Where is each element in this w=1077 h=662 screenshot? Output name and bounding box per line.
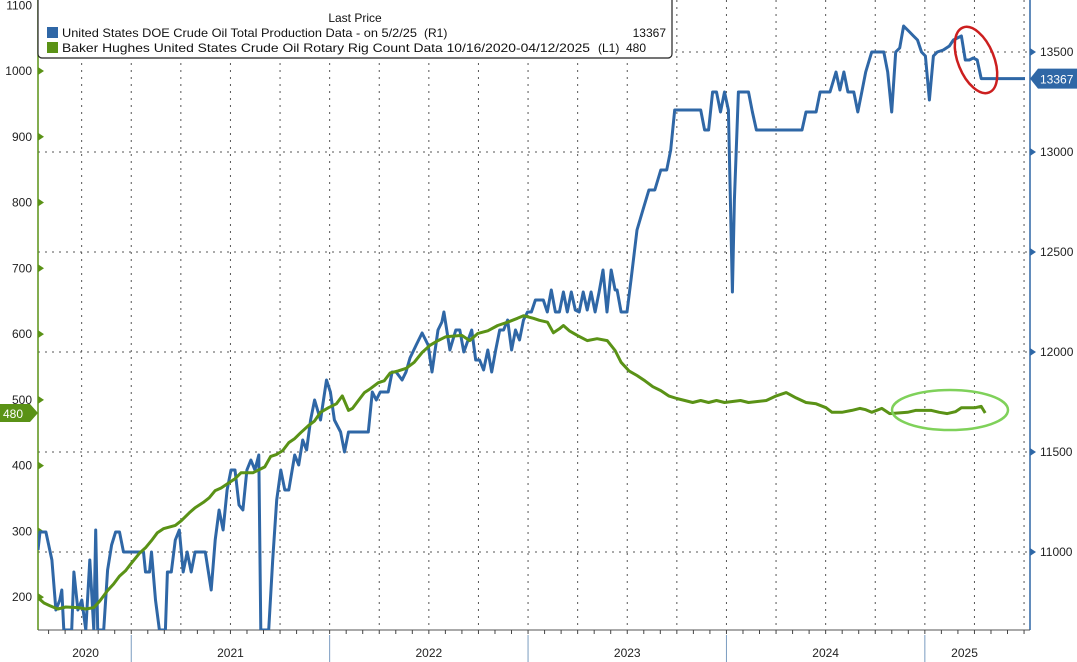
right-tick-label: 13000 <box>1040 145 1074 159</box>
x-tick-label: 2020 <box>72 646 99 660</box>
legend: Last Price United States DOE Crude Oil T… <box>37 0 673 59</box>
right-tick-label: 12000 <box>1040 345 1074 359</box>
legend-swatch-production <box>47 27 58 38</box>
left-tick-label: 200 <box>12 590 32 604</box>
series-line-rig-count <box>38 314 987 611</box>
x-tick-label: 2022 <box>415 646 442 660</box>
x-tick-label: 2024 <box>812 646 839 660</box>
right-tick-label: 11500 <box>1040 445 1073 459</box>
left-tick-marker <box>38 461 44 470</box>
x-tick-label: 2025 <box>951 646 978 660</box>
left-tick-label: 500 <box>12 393 32 407</box>
right-tick-marker <box>1030 548 1036 556</box>
left-tick-marker <box>38 132 44 141</box>
left-tick-label: 600 <box>12 327 32 341</box>
annotation-ellipse-red <box>953 25 999 95</box>
left-tick-label: 900 <box>12 130 32 144</box>
right-tick-marker <box>1030 348 1036 356</box>
annotations <box>890 25 1010 432</box>
x-tick-label: 2021 <box>217 646 244 660</box>
legend-tag-production: (R1) <box>424 26 447 40</box>
left-tick-marker <box>38 395 44 404</box>
right-last-value-text: 13367 <box>1040 73 1074 87</box>
left-tick-label: 800 <box>12 196 32 210</box>
axes: 2020 2021 2022 2023 2024 2025 200 300 400 500 600 7… <box>5 0 1074 662</box>
left-tick-label: 1000 <box>5 64 32 78</box>
left-tick-marker <box>38 67 44 76</box>
gridlines <box>38 0 1030 630</box>
left-last-value-text: 480 <box>3 407 23 421</box>
left-tick-marker <box>38 330 44 339</box>
legend-value-rig-count: 480 <box>626 41 646 55</box>
left-tick-label: 400 <box>12 459 32 473</box>
left-last-value-tag <box>0 403 38 422</box>
series-line-production <box>38 24 1025 630</box>
right-tick-marker <box>1030 48 1036 56</box>
right-tick-marker <box>1030 448 1036 456</box>
annotation-ellipse-green <box>890 388 1010 432</box>
left-tick-label: 700 <box>12 261 32 275</box>
right-last-value-tag <box>1030 68 1077 89</box>
series-layer <box>38 24 1025 630</box>
right-tick-marker <box>1030 148 1036 156</box>
last-value-tags: 480 13367 <box>0 68 1077 422</box>
legend-label-rig-count: Baker Hughes United States Crude Oil Rot… <box>62 41 590 55</box>
legend-value-production: 13367 <box>633 26 667 40</box>
left-tick-label: 300 <box>12 524 32 538</box>
left-tick-label: 1100 <box>6 0 32 12</box>
right-tick-label: 13500 <box>1040 45 1074 59</box>
legend-box <box>37 0 673 59</box>
x-tick-label: 2023 <box>614 646 641 660</box>
left-tick-marker <box>38 198 44 207</box>
legend-header: Last Price <box>328 11 382 25</box>
legend-label-production: United States DOE Crude Oil Total Produc… <box>62 26 417 40</box>
legend-tag-rig-count: (L1) <box>598 41 619 55</box>
left-tick-marker <box>38 264 44 273</box>
right-tick-label: 11000 <box>1040 545 1073 559</box>
legend-swatch-rig-count <box>47 42 58 53</box>
right-tick-marker <box>1030 248 1036 256</box>
right-tick-label: 12500 <box>1040 245 1074 259</box>
